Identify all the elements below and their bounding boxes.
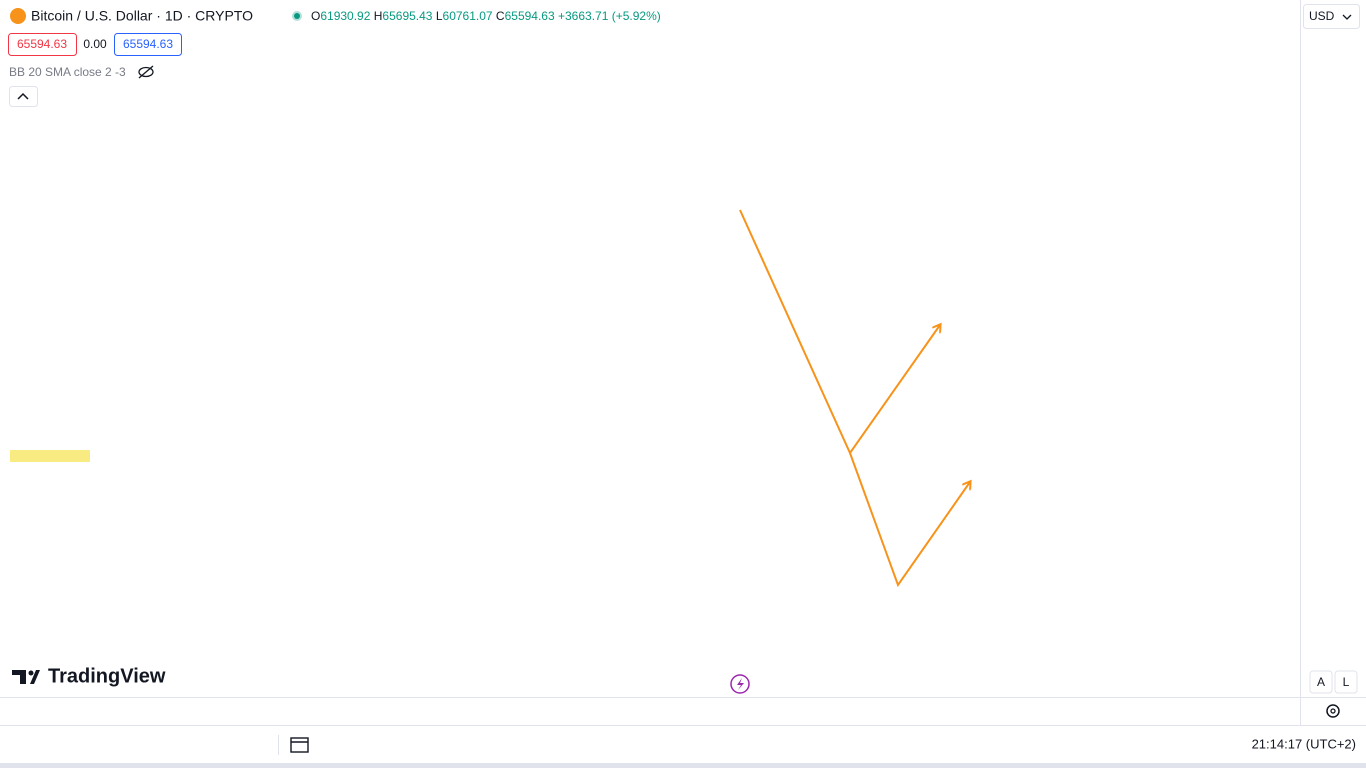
ohlc-key: H [374,9,383,23]
chevron [17,92,29,100]
status-dot [294,13,300,19]
hide-icon[interactable] [138,65,154,79]
currency-select[interactable] [1303,4,1360,29]
time-axis [0,697,1300,725]
sell-price[interactable]: 65594.63 [17,37,67,51]
spread: 0.00 [83,37,107,51]
collapse-button[interactable] [9,86,38,107]
ohlc-key: O [311,9,320,23]
highlight-box [10,450,90,462]
symbol-title: Bitcoin / U.S. Dollar · 1D · CRYPTO [31,8,253,24]
lightning [737,678,744,690]
price-axis [1300,0,1366,725]
buy-price[interactable]: 65594.63 [123,37,173,51]
ohlc-value: 65695.43 [382,9,432,23]
ohlc-change: +3663.71 (+5.92%) [558,9,661,23]
clock: 21:14:17 (UTC+2) [1252,736,1356,751]
log-scale-button[interactable] [1334,670,1358,694]
ohlc-value: 65594.63 [505,9,555,23]
date-range-button[interactable] [290,737,309,753]
ohlc-key: L [436,9,443,23]
arrow [849,452,970,588]
auto-scale-label[interactable]: A [1317,675,1325,689]
logo-text: TradingView [48,665,166,687]
buy-button[interactable] [114,33,182,56]
log-scale-label[interactable]: L [1343,675,1350,689]
sell-button[interactable] [8,33,77,56]
ohlc-legend: O61930.92 H65695.43 L60761.07 C65594.63 … [311,9,661,23]
indicator-label[interactable]: BB 20 SMA close 2 -3 [9,65,126,79]
settings-button[interactable] [1326,704,1340,718]
ohlc-key: C [496,9,505,23]
logo: TradingView [12,665,166,687]
bottom-toolbar [0,725,1366,763]
coin-icon [10,8,26,24]
currency[interactable]: USD [1309,9,1335,23]
auto-scale-button[interactable] [1309,670,1333,694]
forecast-arrows [739,209,970,588]
chevron [1342,14,1352,20]
ohlc-value: 60761.07 [443,9,493,23]
page-border [0,763,1366,768]
ohlc-value: 61930.92 [320,9,370,23]
